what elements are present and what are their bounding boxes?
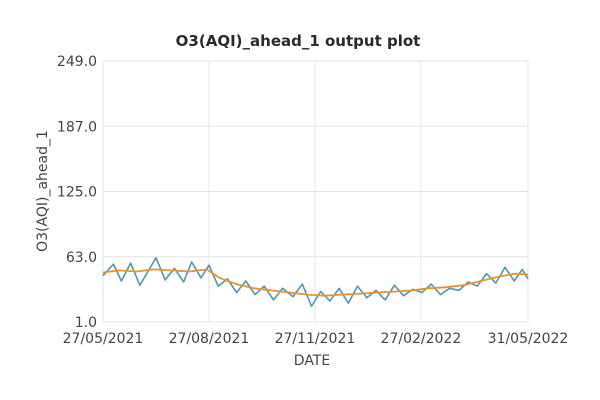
y-tick-label: 63.0 xyxy=(66,250,97,266)
x-tick-label: 27/05/2021 xyxy=(63,331,144,347)
series-layer xyxy=(102,257,529,307)
series-line-0 xyxy=(102,257,529,307)
grid xyxy=(102,60,529,323)
series-line-1 xyxy=(102,268,529,297)
y-axis-label: O3(AQI)_ahead_1 xyxy=(35,130,51,252)
x-axis-label: DATE xyxy=(294,353,330,369)
y-tick-label: 1.0 xyxy=(75,315,97,331)
y-ticks: 1.0 63.0 125.0 187.0 249.0 xyxy=(57,54,97,331)
y-tick-label: 125.0 xyxy=(57,185,97,201)
x-tick-label: 31/05/2022 xyxy=(488,331,569,347)
plot-area xyxy=(102,60,529,323)
y-tick-label: 249.0 xyxy=(57,54,97,70)
x-tick-label: 27/02/2022 xyxy=(381,331,462,347)
x-tick-label: 27/11/2021 xyxy=(275,331,356,347)
x-ticks: 27/05/2021 27/08/2021 27/11/2021 27/02/2022… xyxy=(63,331,569,347)
chart-title: O3(AQI)_ahead_1 output plot xyxy=(176,32,421,50)
y-tick-label: 187.0 xyxy=(57,119,97,135)
x-tick-label: 27/08/2021 xyxy=(169,331,250,347)
